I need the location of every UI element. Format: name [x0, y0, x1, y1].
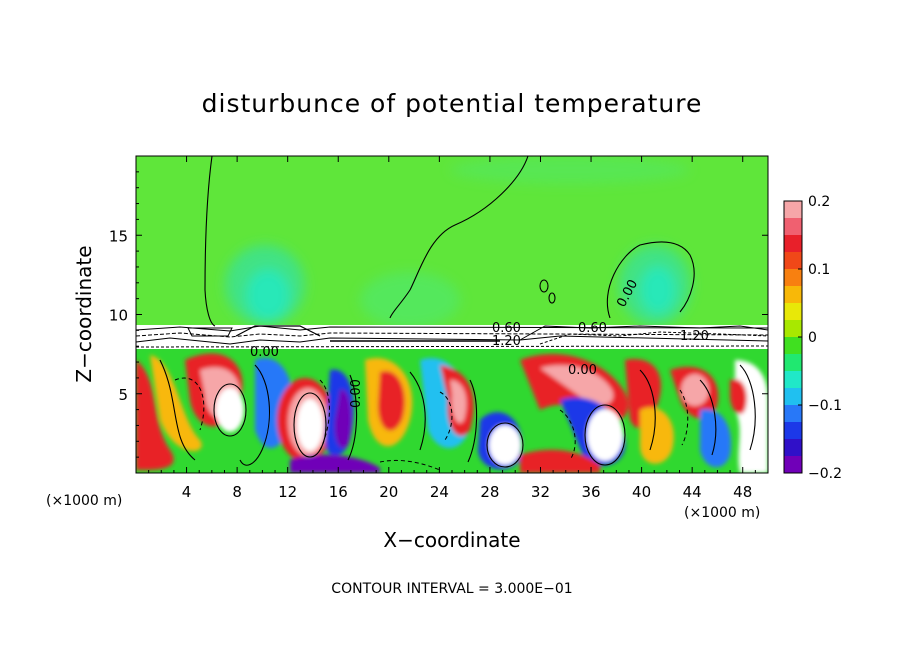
x-axis: 4 8 12 16 20 24 28 32 36 40 44 48 — [148, 156, 756, 501]
x-tick-label: 40 — [632, 483, 651, 501]
x-tick-label: 16 — [329, 483, 348, 501]
colorbar-swatch — [784, 201, 802, 219]
x-tick-label: 20 — [379, 483, 398, 501]
colorbar-swatch — [784, 422, 802, 440]
y-axis: 5 10 15 — [109, 171, 768, 458]
inversion-band — [136, 325, 768, 349]
colorbar-swatch — [784, 269, 802, 287]
y-tick-label: 10 — [109, 307, 128, 325]
contour-lines-dashed — [174, 377, 689, 471]
colorbar-swatch — [784, 337, 802, 355]
upper-field — [225, 156, 691, 328]
contour-label: 1.20 — [680, 329, 709, 344]
x-tick-label: 8 — [232, 483, 242, 501]
colorbar-swatch — [784, 235, 802, 253]
colorbar-tick-label: 0 — [808, 330, 817, 346]
y-tick-label: 15 — [109, 227, 128, 245]
x-tick-label: 48 — [733, 483, 752, 501]
y-tick-label: 5 — [118, 386, 128, 404]
contour-label: 0.00 — [250, 345, 279, 360]
x-tick-label: 28 — [480, 483, 499, 501]
colorbar-tick-label: 0.1 — [808, 262, 830, 278]
colorbar-swatch — [784, 303, 802, 321]
colorbar-tick-label: −0.2 — [808, 466, 842, 482]
lower-field — [136, 353, 768, 473]
colorbar-swatch — [784, 371, 802, 389]
x-tick-label: 4 — [182, 483, 192, 501]
contour-label: 1.20 — [492, 334, 521, 349]
colorbar-swatch — [784, 218, 802, 236]
contour-label: 0.00 — [349, 379, 364, 408]
plot-area: 0.00 0.60 1.20 0.60 1.20 0.00 0.00 0.00 — [136, 156, 768, 473]
contour-lines — [159, 156, 756, 468]
contour-label: 0.60 — [578, 321, 607, 336]
colorbar-swatch — [784, 286, 802, 304]
colorbar-swatch — [784, 456, 802, 474]
colorbar-swatch — [784, 320, 802, 338]
contour-label: 0.00 — [568, 363, 597, 378]
colorbar-swatch — [784, 405, 802, 423]
y-axis-label: Z−coordinate — [72, 245, 96, 382]
colorbar-swatch — [784, 252, 802, 270]
colorbar-swatch — [784, 439, 802, 457]
colorbar-swatch — [784, 354, 802, 372]
contour-labels: 0.00 0.60 1.20 0.60 1.20 0.00 0.00 0.00 — [250, 277, 709, 408]
x-axis-label: X−coordinate — [383, 528, 520, 552]
x-tick-label: 24 — [430, 483, 449, 501]
contour-interval-note: CONTOUR INTERVAL = 3.000E−01 — [331, 581, 572, 597]
contour-label: 0.60 — [492, 321, 521, 336]
x-unit-right: (×1000 m) — [684, 505, 760, 521]
colorbar: 0.2 0.1 0 −0.1 −0.2 — [783, 194, 842, 482]
x-tick-label: 32 — [531, 483, 550, 501]
colorbar-swatch — [784, 388, 802, 406]
x-tick-label: 36 — [581, 483, 600, 501]
x-tick-label: 44 — [683, 483, 702, 501]
colorbar-tick-label: −0.1 — [808, 398, 842, 414]
x-unit-left: (×1000 m) — [46, 493, 122, 509]
colorbar-tick-label: 0.2 — [808, 194, 830, 210]
chart-title: disturbunce of potential temperature — [202, 89, 703, 118]
x-tick-label: 12 — [278, 483, 297, 501]
